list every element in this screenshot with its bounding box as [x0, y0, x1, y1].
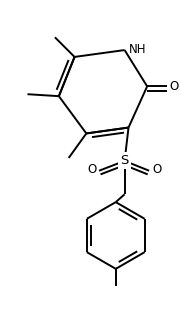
Text: O: O: [87, 163, 96, 176]
Text: O: O: [152, 163, 161, 176]
Text: NH: NH: [129, 43, 146, 56]
Text: S: S: [120, 154, 129, 167]
Text: O: O: [170, 80, 179, 93]
